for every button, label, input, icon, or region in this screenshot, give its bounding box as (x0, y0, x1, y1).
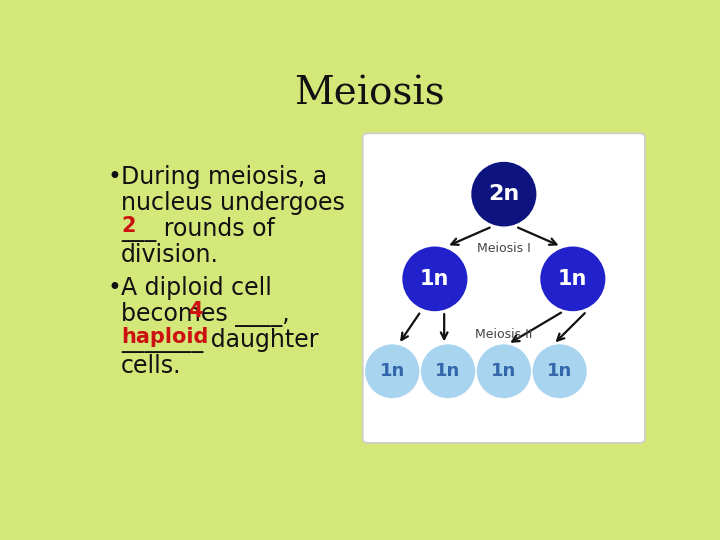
Circle shape (421, 345, 475, 398)
Text: haploid: haploid (121, 327, 208, 347)
Text: 1n: 1n (491, 362, 516, 380)
Text: 4: 4 (189, 301, 203, 321)
FancyBboxPatch shape (363, 133, 645, 443)
Text: nucleus undergoes: nucleus undergoes (121, 191, 345, 215)
Text: 1n: 1n (436, 362, 461, 380)
Text: becomes ____,: becomes ____, (121, 302, 289, 327)
Circle shape (540, 247, 606, 311)
Circle shape (365, 345, 419, 398)
Text: 1n: 1n (420, 269, 449, 289)
Text: cells.: cells. (121, 354, 181, 379)
Text: 2: 2 (122, 215, 136, 236)
Text: •: • (107, 165, 121, 189)
Text: Meiosis I: Meiosis I (477, 241, 531, 254)
Text: Meiosis: Meiosis (294, 76, 444, 112)
Text: 1n: 1n (379, 362, 405, 380)
Text: 1n: 1n (558, 269, 588, 289)
Text: division.: division. (121, 244, 219, 267)
Circle shape (533, 345, 587, 398)
Circle shape (472, 162, 536, 226)
Circle shape (477, 345, 531, 398)
Text: During meiosis, a: During meiosis, a (121, 165, 327, 189)
Text: 1n: 1n (547, 362, 572, 380)
Text: 2n: 2n (488, 184, 519, 204)
Text: ___ rounds of: ___ rounds of (121, 217, 275, 242)
Text: _______ daughter: _______ daughter (121, 328, 318, 353)
Text: •: • (107, 276, 121, 300)
Text: A diploid cell: A diploid cell (121, 276, 272, 300)
Text: Meiosis II: Meiosis II (475, 328, 533, 341)
Circle shape (402, 247, 467, 311)
